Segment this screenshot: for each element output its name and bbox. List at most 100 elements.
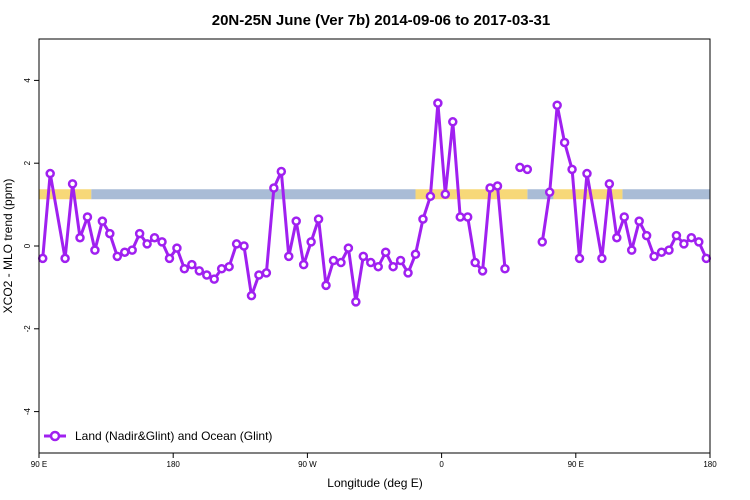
ocean-bar-segment xyxy=(91,189,416,200)
data-point xyxy=(231,239,242,249)
data-point xyxy=(544,187,555,197)
data-point xyxy=(656,247,667,257)
data-point xyxy=(641,230,652,241)
legend: Land (Nadir&Glint) and Ocean (Glint) xyxy=(44,429,272,443)
data-point xyxy=(336,257,346,268)
data-point xyxy=(261,268,272,278)
data-point xyxy=(105,228,115,239)
x-tick-label: 90 W xyxy=(298,460,317,469)
data-point xyxy=(37,253,48,264)
ocean-bar-segment xyxy=(527,189,554,200)
x-axis: 90 E 180 90 W 0 90 E 180 xyxy=(31,453,717,469)
data-point xyxy=(112,251,123,262)
data-point xyxy=(403,268,413,278)
x-tick-label: 180 xyxy=(703,460,717,469)
legend-entry-label: Land (Nadir&Glint) and Ocean (Glint) xyxy=(75,429,272,443)
data-point xyxy=(157,237,167,247)
land-bar-segment xyxy=(415,189,528,200)
ocean-bar-segment xyxy=(622,189,710,200)
data-point xyxy=(626,245,637,255)
data-point xyxy=(515,162,525,173)
land-bar-segment xyxy=(39,189,92,200)
land-ocean-bar xyxy=(39,189,710,200)
data-point xyxy=(552,100,562,110)
data-point xyxy=(276,166,287,177)
series-layer xyxy=(37,98,712,307)
data-point xyxy=(298,259,309,270)
data-point xyxy=(612,232,622,243)
data-point xyxy=(619,212,630,222)
data-point xyxy=(172,243,182,253)
chart-title: 20N-25N June (Ver 7b) 2014-09-06 to 2017… xyxy=(212,12,551,29)
data-point xyxy=(574,253,585,264)
data-point xyxy=(97,216,108,226)
data-point xyxy=(485,183,495,193)
series-line xyxy=(540,103,708,260)
data-point xyxy=(67,179,78,189)
data-point xyxy=(671,230,682,241)
data-point xyxy=(701,253,712,264)
data-point xyxy=(559,137,570,148)
data-point xyxy=(45,168,55,179)
data-point xyxy=(75,232,85,243)
data-point xyxy=(582,168,592,179)
data-point xyxy=(328,255,339,266)
data-point xyxy=(164,253,175,264)
data-point xyxy=(537,237,547,247)
data-point xyxy=(127,245,137,255)
data-point xyxy=(119,247,130,257)
data-point xyxy=(366,257,376,268)
data-point xyxy=(395,255,406,266)
data-point xyxy=(321,280,331,291)
data-point xyxy=(477,266,488,276)
data-point xyxy=(149,232,160,243)
data-point xyxy=(649,251,659,262)
data-point xyxy=(664,245,674,255)
series-line xyxy=(41,101,507,304)
data-point xyxy=(343,243,354,253)
land-bar-segment xyxy=(553,189,623,200)
data-point xyxy=(388,261,398,272)
data-point xyxy=(634,216,644,226)
data-point xyxy=(246,290,257,301)
data-point xyxy=(239,241,249,251)
data-point xyxy=(597,253,607,264)
data-point xyxy=(224,261,234,272)
x-axis-label: Longitude (deg E) xyxy=(327,476,422,490)
data-point xyxy=(269,183,279,193)
data-point xyxy=(425,191,436,202)
y-tick-label: 0 xyxy=(23,243,32,248)
data-point xyxy=(254,270,264,280)
data-point xyxy=(433,98,443,108)
data-point xyxy=(604,179,615,189)
y-tick-label: -4 xyxy=(23,407,32,415)
data-point xyxy=(90,245,100,255)
data-point xyxy=(380,247,391,257)
data-point xyxy=(142,239,152,249)
data-point xyxy=(179,264,190,274)
data-point xyxy=(358,251,369,262)
data-point xyxy=(194,266,205,276)
data-point xyxy=(82,212,93,222)
y-tick-label: 2 xyxy=(23,160,32,165)
data-point xyxy=(470,257,480,268)
data-point xyxy=(313,214,324,224)
x-tick-label: 90 E xyxy=(568,460,584,469)
data-point xyxy=(492,181,503,191)
plot-frame xyxy=(38,38,711,454)
x-tick-label: 90 E xyxy=(31,460,47,469)
data-point xyxy=(306,237,316,247)
y-axis-label: XCO2 - MLO trend (ppm) xyxy=(1,179,15,314)
data-point xyxy=(567,164,577,175)
data-point xyxy=(679,239,689,249)
data-point xyxy=(373,261,383,272)
legend-marker-swatch xyxy=(49,430,61,442)
y-tick-label: 4 xyxy=(23,78,32,83)
data-point xyxy=(351,297,361,307)
data-point xyxy=(410,249,421,260)
data-point xyxy=(686,232,697,243)
data-point xyxy=(455,212,465,222)
data-point xyxy=(291,216,301,226)
y-axis: -4 -2 0 2 4 xyxy=(23,78,39,415)
